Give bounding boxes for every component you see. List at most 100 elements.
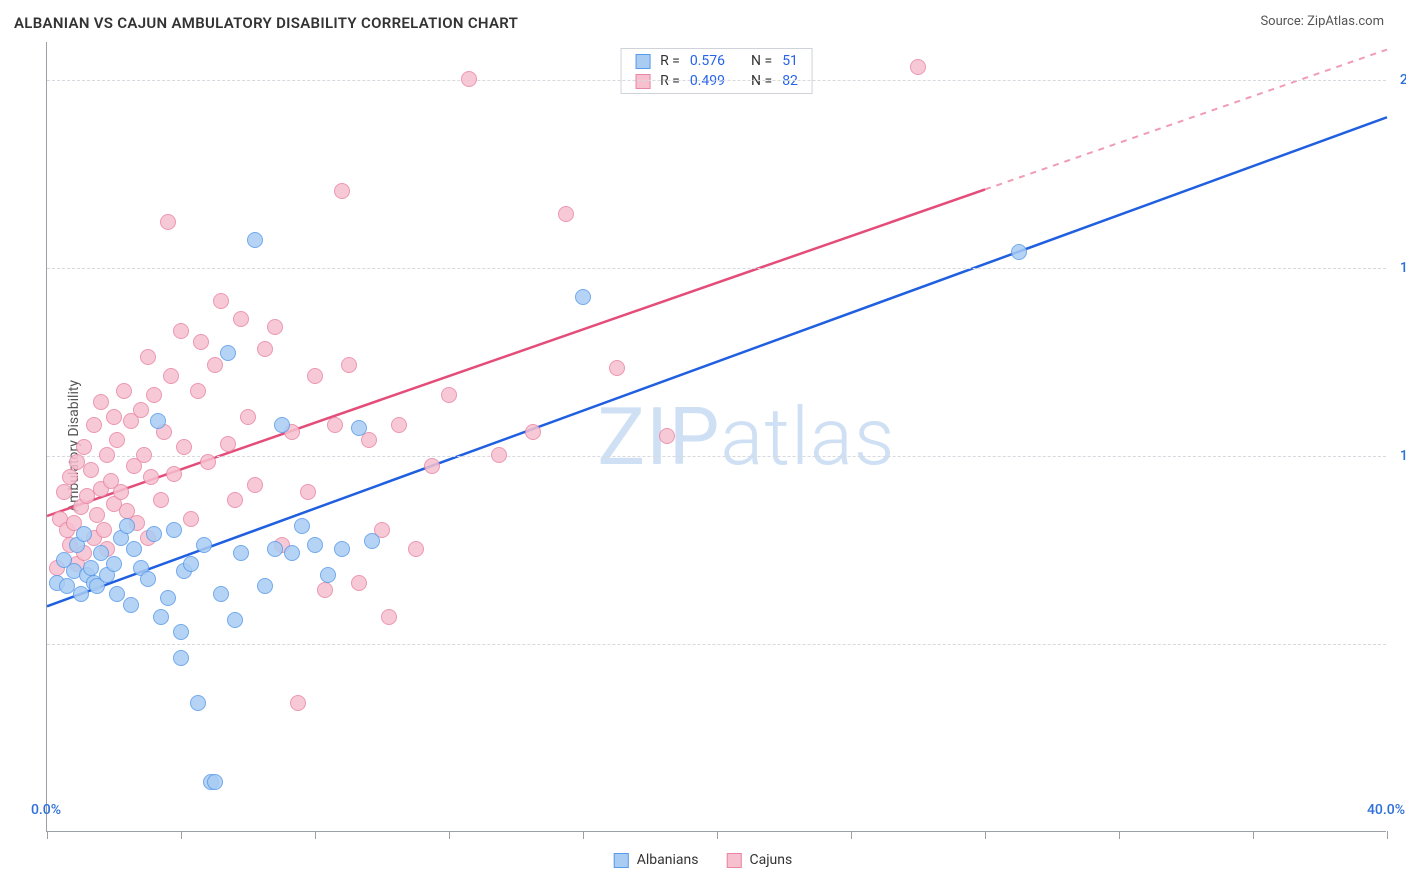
point-albanian	[109, 586, 125, 602]
point-cajun	[233, 311, 249, 327]
point-albanian	[160, 590, 176, 606]
point-albanian	[183, 556, 199, 572]
point-cajun	[327, 417, 343, 433]
point-cajun	[62, 469, 78, 485]
point-cajun	[200, 454, 216, 470]
x-tick	[47, 831, 48, 839]
point-cajun	[341, 357, 357, 373]
point-albanian	[284, 545, 300, 561]
point-albanian	[150, 413, 166, 429]
point-cajun	[659, 428, 675, 444]
point-albanian	[173, 650, 189, 666]
y-tick-label: 10.0%	[1378, 448, 1406, 464]
point-albanian	[190, 695, 206, 711]
point-cajun	[391, 417, 407, 433]
point-albanian	[73, 586, 89, 602]
point-cajun	[106, 409, 122, 425]
point-cajun	[491, 447, 507, 463]
point-cajun	[408, 541, 424, 557]
gridline	[47, 268, 1386, 269]
point-cajun	[213, 293, 229, 309]
stats-row-cajuns: R = 0.499 N = 82	[621, 71, 812, 91]
x-tick	[1119, 831, 1120, 839]
point-albanian	[213, 586, 229, 602]
stats-row-albanians: R = 0.576 N = 51	[621, 51, 812, 71]
point-albanian	[351, 420, 367, 436]
swatch-albanians	[614, 853, 629, 868]
point-albanian	[76, 526, 92, 542]
x-tick	[315, 831, 316, 839]
legend-item-albanians: Albanians	[614, 852, 699, 868]
point-albanian	[153, 609, 169, 625]
x-tick	[851, 831, 852, 839]
x-tick	[1387, 831, 1388, 839]
plot-area: ZIPatlas R = 0.576 N = 51 R = 0.499 N = …	[46, 42, 1386, 832]
point-cajun	[227, 492, 243, 508]
source-attribution: Source: ZipAtlas.com	[1260, 14, 1384, 29]
point-albanian	[364, 533, 380, 549]
point-albanian	[140, 571, 156, 587]
swatch-cajuns	[635, 74, 650, 89]
chart-title: ALBANIAN VS CAJUN AMBULATORY DISABILITY …	[14, 14, 518, 32]
point-cajun	[257, 341, 273, 357]
x-tick	[449, 831, 450, 839]
point-albanian	[93, 545, 109, 561]
chart-container: ALBANIAN VS CAJUN AMBULATORY DISABILITY …	[0, 0, 1406, 892]
point-cajun	[441, 387, 457, 403]
point-cajun	[351, 575, 367, 591]
point-albanian	[247, 232, 263, 248]
point-cajun	[166, 466, 182, 482]
source-name: ZipAtlas.com	[1307, 14, 1384, 29]
stats-legend-box: R = 0.576 N = 51 R = 0.499 N = 82	[620, 48, 813, 94]
x-tick	[1253, 831, 1254, 839]
point-albanian	[334, 541, 350, 557]
r-value-albanians: 0.576	[690, 53, 725, 69]
point-cajun	[558, 206, 574, 222]
swatch-cajuns	[726, 853, 741, 868]
point-cajun	[143, 469, 159, 485]
point-albanian	[106, 556, 122, 572]
n-value-cajuns: 82	[782, 73, 798, 89]
r-value-cajuns: 0.499	[690, 73, 725, 89]
point-albanian	[257, 578, 273, 594]
point-albanian	[126, 541, 142, 557]
point-albanian	[207, 774, 223, 790]
point-cajun	[86, 417, 102, 433]
point-albanian	[307, 537, 323, 553]
point-albanian	[1011, 244, 1027, 260]
point-albanian	[173, 624, 189, 640]
point-cajun	[96, 522, 112, 538]
point-albanian	[83, 560, 99, 576]
y-tick-label: 20.0%	[1378, 72, 1406, 88]
n-label: N =	[751, 53, 772, 69]
swatch-albanians	[635, 54, 650, 69]
point-cajun	[160, 214, 176, 230]
legend-label-cajuns: Cajuns	[749, 852, 792, 868]
point-albanian	[196, 537, 212, 553]
point-albanian	[320, 567, 336, 583]
point-albanian	[274, 417, 290, 433]
point-albanian	[227, 612, 243, 628]
point-cajun	[207, 357, 223, 373]
point-cajun	[317, 582, 333, 598]
point-cajun	[76, 439, 92, 455]
legend-label-albanians: Albanians	[637, 852, 699, 868]
point-cajun	[267, 319, 283, 335]
point-cajun	[146, 387, 162, 403]
point-cajun	[381, 609, 397, 625]
point-cajun	[183, 511, 199, 527]
gridline	[47, 456, 1386, 457]
x-tick-label: 40.0%	[1367, 802, 1405, 818]
point-cajun	[300, 484, 316, 500]
point-cajun	[334, 183, 350, 199]
x-tick	[583, 831, 584, 839]
point-albanian	[220, 345, 236, 361]
point-cajun	[99, 447, 115, 463]
point-cajun	[173, 323, 189, 339]
point-cajun	[307, 368, 323, 384]
point-cajun	[83, 462, 99, 478]
point-albanian	[233, 545, 249, 561]
point-cajun	[461, 71, 477, 87]
point-cajun	[190, 383, 206, 399]
point-albanian	[166, 522, 182, 538]
